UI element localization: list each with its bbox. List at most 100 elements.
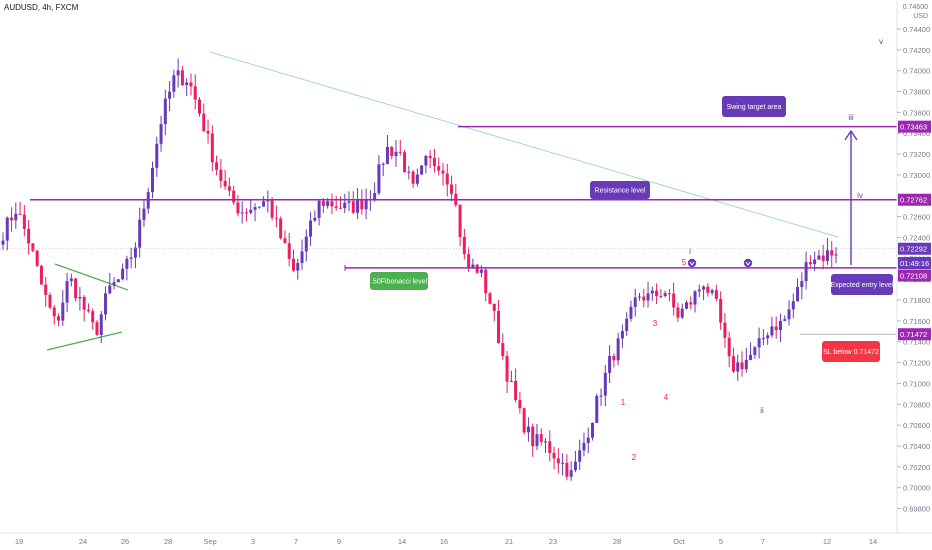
price-tick-label: 0.74400 [903, 25, 930, 34]
candle-body [834, 254, 838, 256]
annotations: Swing target area Resistance level .50Fibo… [370, 37, 894, 462]
resistance-label: Resistance level [595, 188, 646, 195]
candle-body [800, 281, 804, 287]
time-tick-label: 9 [337, 537, 341, 546]
candle-body [787, 309, 791, 320]
wave-label: iv [857, 191, 863, 200]
fib-label-box [370, 272, 428, 290]
candle-body [450, 184, 454, 194]
candle-body [432, 158, 436, 167]
candle-body [591, 422, 595, 438]
candle-body [249, 209, 253, 213]
candle-body [471, 264, 475, 268]
wave-label: iii [848, 113, 854, 122]
candle-body [488, 293, 492, 304]
candle-body [377, 164, 381, 194]
candle-body [313, 217, 317, 221]
candle-body [612, 355, 616, 361]
candle-body [684, 302, 688, 309]
candle-body [518, 399, 522, 409]
axis-currency: USD [913, 13, 928, 20]
candle-body [424, 156, 428, 166]
price-tick-label: 0.71600 [903, 317, 930, 326]
candle-body [257, 206, 261, 208]
candle-body [309, 220, 313, 237]
candle-body [573, 461, 577, 471]
candle-body [407, 171, 411, 173]
candle-body [74, 278, 78, 299]
candle-body [283, 238, 287, 244]
candle-body [99, 314, 103, 335]
time-tick-label: Sep [203, 537, 216, 546]
candle-body [586, 437, 590, 443]
wave-label: 1 [621, 398, 626, 407]
candle-body [52, 307, 56, 317]
candle-body [505, 356, 509, 382]
candle-body [39, 265, 43, 285]
candle-body [731, 356, 735, 372]
chart-title: AUDUSD, 4h, FXCM [4, 3, 79, 12]
candle-body [552, 452, 556, 459]
candle-body [104, 293, 108, 315]
candle-body [445, 173, 449, 185]
time-tick-label: 7 [294, 537, 298, 546]
candle-body [202, 113, 206, 131]
candle-body [710, 290, 714, 293]
candle-body [484, 269, 488, 294]
candle-body [509, 380, 513, 382]
entry-label-box [831, 274, 893, 295]
candle-body [86, 309, 90, 312]
price-badge-label: 0.72108 [900, 272, 927, 281]
candle-body [116, 279, 120, 283]
candle-body [620, 331, 624, 339]
price-badge [898, 328, 931, 341]
candle-body [163, 98, 167, 125]
candle-body [646, 293, 650, 301]
price-tick-label: 0.71200 [903, 359, 930, 368]
candle-body [791, 301, 795, 310]
candle-body [227, 186, 231, 191]
wave-label: 4 [664, 393, 669, 402]
price-axis[interactable]: 0.74400 0.74200 0.74000 0.73800 0.73600 0.734… [896, 0, 931, 533]
candle-body [411, 171, 415, 184]
candle-body [415, 174, 419, 184]
price-badge-label: 01:49:16 [900, 259, 929, 268]
time-tick-label: 28 [613, 537, 621, 546]
candle-body [796, 286, 800, 302]
candle-body [44, 284, 48, 295]
candle-body [381, 163, 385, 165]
candle-body [364, 199, 368, 210]
candle-body [770, 326, 774, 336]
currency-label: 0.74600 USD [903, 3, 928, 21]
time-axis[interactable]: 19 24 26 28 Sep 3 7 9 14 16 21 23 28 Oct 5 7 12 14 [0, 532, 932, 546]
candle-body [706, 286, 710, 293]
axis-top-label: 0.74600 [902, 4, 928, 11]
candle-body [659, 296, 663, 298]
price-tick-label: 0.73400 [903, 129, 930, 138]
candle-body [761, 338, 765, 340]
candle-body [244, 212, 248, 214]
candle-body [18, 213, 22, 215]
candle-body [95, 322, 99, 335]
candle-body [35, 250, 39, 266]
wave-label: ii [760, 406, 764, 415]
levels [0, 125, 897, 335]
time-tick-label: 14 [398, 537, 406, 546]
candle-body [155, 143, 159, 168]
candle-body [582, 442, 586, 451]
time-tick-label: 26 [121, 537, 129, 546]
price-tick-label: 0.73600 [903, 108, 930, 117]
price-tick-label: 0.70400 [903, 442, 930, 451]
candle-body [825, 250, 829, 262]
candle-body [565, 462, 569, 477]
candle-body [356, 199, 360, 213]
candle-body [813, 259, 817, 265]
candle-body [719, 298, 723, 323]
candle-body [569, 470, 573, 477]
candle-body [390, 146, 394, 157]
candle-body [287, 243, 291, 259]
candle-body [663, 293, 667, 297]
candle-body [304, 236, 308, 252]
candle-body [437, 166, 441, 171]
